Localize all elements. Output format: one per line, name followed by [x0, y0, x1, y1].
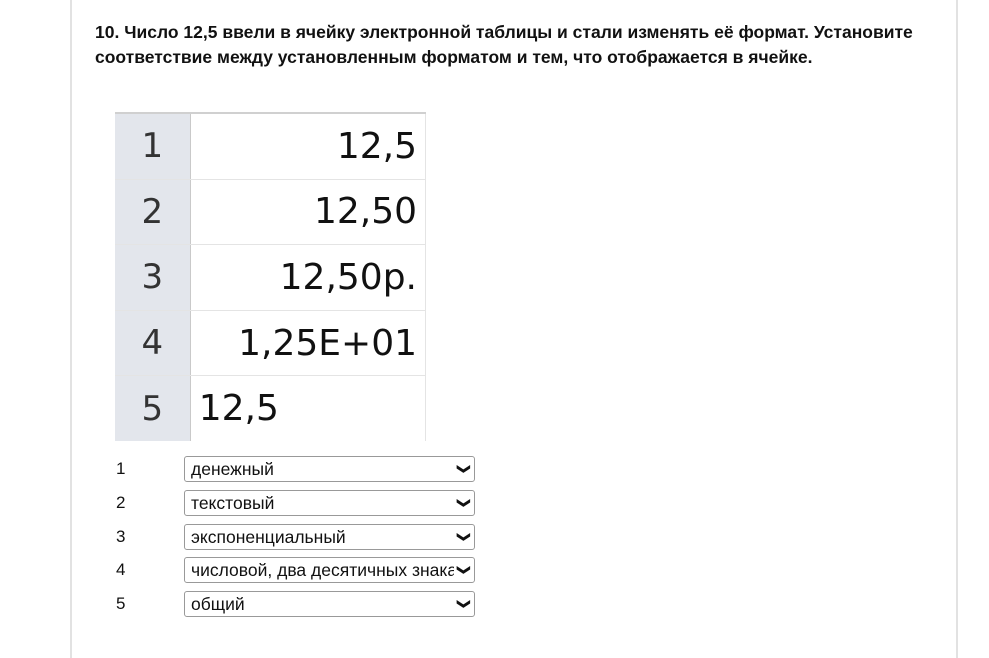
- answer-number: 4: [116, 560, 126, 579]
- cell-value: 12,5: [191, 114, 426, 179]
- chevron-down-icon: ❯: [456, 527, 472, 547]
- chevron-down-icon: ❯: [456, 594, 472, 614]
- chevron-down-icon: ❯: [456, 560, 472, 580]
- cell-value: 1,25E+01: [191, 310, 426, 376]
- answer-number: 1: [116, 459, 126, 478]
- table-row: 3 12,50р.: [115, 245, 426, 311]
- row-number: 1: [115, 114, 191, 179]
- table-row: 5 12,5: [115, 376, 426, 441]
- chevron-down-icon: ❯: [456, 459, 472, 479]
- chevron-down-icon: ❯: [456, 493, 472, 513]
- answer-number: 3: [116, 527, 126, 546]
- selected-value: общий: [191, 593, 245, 614]
- row-number: 3: [115, 245, 191, 310]
- question-text: 10. Число 12,5 ввели в ячейку электронно…: [95, 22, 913, 67]
- format-select-5[interactable]: общий ❯: [184, 591, 475, 617]
- answer-number: 2: [116, 493, 126, 512]
- cell-value: 12,50р.: [191, 245, 426, 310]
- answer-row: 5 общий ❯: [116, 591, 475, 617]
- selected-value: денежный: [191, 458, 274, 479]
- answer-row: 4 числовой, два десятичных знака ❯: [116, 557, 475, 583]
- answer-row: 2 текстовый ❯: [116, 490, 475, 516]
- table-row: 4 1,25E+01: [115, 310, 426, 377]
- table-row: 1 12,5: [115, 114, 426, 180]
- spreadsheet-image: 1 12,5 2 12,50 3 12,50р. 4 1,25E+01 5 12,5: [115, 112, 426, 441]
- row-number: 4: [115, 310, 191, 376]
- row-number: 2: [115, 179, 191, 245]
- cell-value: 12,50: [191, 179, 426, 245]
- selected-value: текстовый: [191, 492, 275, 513]
- table-row: 2 12,50: [115, 179, 426, 246]
- row-number: 5: [115, 376, 191, 441]
- answer-number: 5: [116, 594, 126, 613]
- format-select-1[interactable]: денежный ❯: [184, 456, 475, 482]
- format-select-3[interactable]: экспоненциальный ❯: [184, 524, 475, 550]
- answer-row: 3 экспоненциальный ❯: [116, 524, 475, 550]
- cell-value: 12,5: [191, 376, 426, 441]
- format-select-4[interactable]: числовой, два десятичных знака ❯: [184, 557, 475, 583]
- format-select-2[interactable]: текстовый ❯: [184, 490, 475, 516]
- question-card: [70, 0, 958, 658]
- answer-row: 1 денежный ❯: [116, 456, 475, 482]
- selected-value: числовой, два десятичных знака: [191, 559, 454, 580]
- selected-value: экспоненциальный: [191, 526, 346, 547]
